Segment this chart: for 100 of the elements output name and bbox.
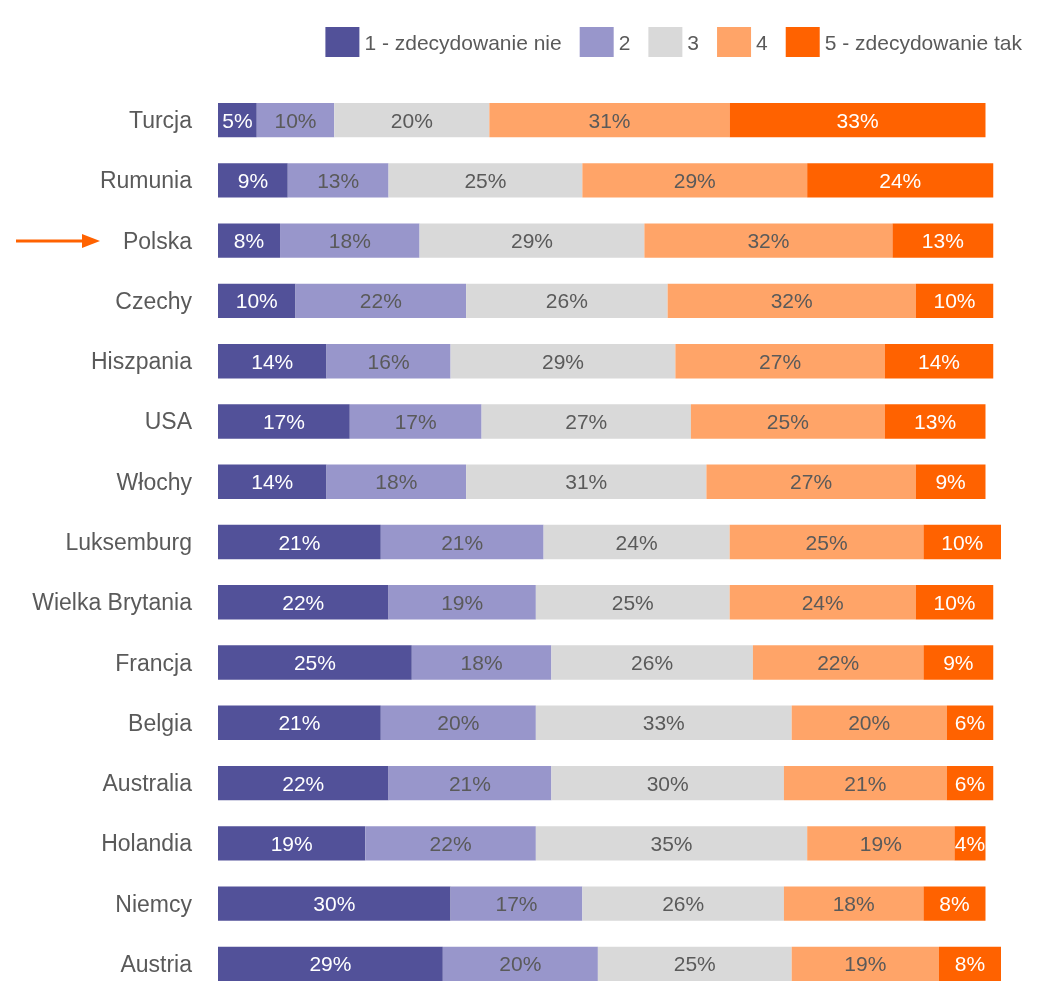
data-label: 22% — [817, 651, 860, 675]
bar — [218, 826, 366, 861]
data-label: 6% — [954, 711, 986, 735]
bar — [783, 886, 924, 921]
data-label: 8% — [233, 229, 265, 253]
bar — [729, 585, 916, 620]
bar — [218, 946, 443, 982]
data-label: 25% — [766, 409, 809, 433]
data-label: 24% — [801, 590, 844, 614]
bar — [334, 102, 490, 138]
data-label: 27% — [790, 470, 833, 494]
data-label: 22% — [359, 289, 402, 313]
y-tick-label: Polska — [122, 227, 193, 254]
bar — [388, 163, 583, 198]
bar — [807, 826, 955, 861]
bar — [295, 283, 467, 319]
data-label: 16% — [367, 349, 410, 373]
legend-label: 1 - zdecydowanie nie — [364, 30, 562, 54]
data-label: 29% — [673, 168, 716, 192]
data-label: 20% — [437, 711, 480, 735]
bar — [218, 585, 389, 620]
y-tick-label: Francja — [115, 649, 193, 676]
legend-label: 3 — [687, 30, 700, 54]
bar — [218, 163, 288, 198]
legend-label: 5 - zdecydowanie tak — [824, 30, 1023, 54]
bar — [218, 765, 389, 801]
data-label: 18% — [328, 229, 371, 253]
y-tick-label: Wielka Brytania — [32, 589, 193, 616]
data-label: 9% — [935, 470, 966, 494]
bar — [326, 464, 467, 499]
bar — [551, 765, 784, 801]
bar — [365, 826, 536, 861]
bar — [706, 464, 916, 499]
data-label: 17% — [262, 409, 305, 433]
bar — [380, 705, 536, 740]
bar — [923, 645, 994, 680]
bar — [218, 404, 350, 439]
bar — [582, 886, 784, 921]
data-label: 17% — [394, 409, 437, 433]
bar — [667, 283, 916, 319]
bar — [884, 404, 986, 439]
legend-label: 4 — [756, 30, 769, 54]
data-label: 27% — [565, 409, 608, 433]
bar — [783, 765, 947, 801]
bar — [535, 826, 808, 861]
bar — [218, 464, 327, 499]
y-tick-label: Czechy — [115, 287, 193, 314]
data-label: 14% — [251, 470, 294, 494]
data-label: 13% — [914, 409, 957, 433]
bar — [551, 645, 753, 680]
data-label: 18% — [460, 651, 503, 675]
data-label: 24% — [615, 530, 658, 554]
data-label: 19% — [844, 952, 887, 976]
bar — [466, 464, 707, 499]
bar — [535, 585, 730, 620]
data-label: 26% — [545, 289, 588, 313]
bar — [411, 645, 552, 680]
y-tick-label: Holandia — [101, 830, 193, 857]
bar — [419, 223, 645, 258]
data-label: 18% — [832, 892, 875, 916]
bar — [442, 946, 598, 982]
data-label: 17% — [495, 892, 538, 916]
bar — [752, 645, 924, 680]
data-label: 20% — [499, 952, 542, 976]
bar — [326, 344, 451, 379]
y-tick-label: Australia — [102, 770, 193, 797]
data-label: 19% — [270, 831, 313, 855]
bar — [807, 163, 994, 198]
bar — [388, 765, 552, 801]
legend-label: 2 — [618, 30, 631, 54]
data-label: 21% — [278, 530, 321, 554]
data-label: 14% — [917, 349, 960, 373]
bar — [481, 404, 691, 439]
data-label: 29% — [541, 349, 584, 373]
data-label: 10% — [933, 590, 976, 614]
data-label: 20% — [848, 711, 891, 735]
bar — [380, 524, 544, 560]
data-label: 19% — [859, 831, 902, 855]
data-label: 26% — [662, 892, 705, 916]
y-tick-label: Austria — [120, 950, 193, 977]
data-label: 19% — [441, 590, 484, 614]
bar — [791, 705, 947, 740]
bar — [218, 886, 451, 921]
data-label: 4% — [954, 831, 986, 855]
bar — [923, 886, 986, 921]
bar — [218, 223, 281, 258]
bar — [535, 705, 792, 740]
data-label: 30% — [646, 771, 689, 795]
data-label: 31% — [565, 470, 608, 494]
data-label: 24% — [879, 168, 922, 192]
data-label: 22% — [282, 771, 325, 795]
data-label: 32% — [747, 229, 790, 253]
data-label: 5% — [222, 108, 253, 132]
data-label: 14% — [251, 349, 294, 373]
data-label: 30% — [313, 892, 356, 916]
data-label: 26% — [631, 651, 674, 675]
bar — [388, 585, 536, 620]
data-label: 27% — [759, 349, 802, 373]
data-label: 25% — [673, 952, 716, 976]
bar — [218, 645, 412, 680]
